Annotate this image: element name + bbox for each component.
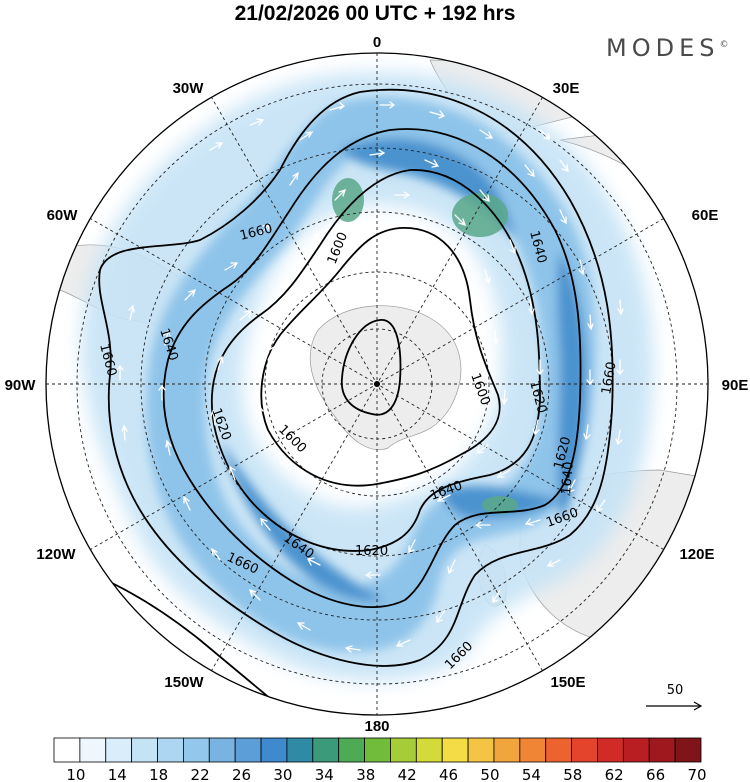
contour-label: 1620 — [355, 544, 388, 559]
colorbar-swatch — [493, 737, 521, 763]
colorbar-swatch — [53, 737, 81, 763]
colorbar-swatch — [234, 737, 262, 763]
geopotential-contours — [59, 88, 614, 715]
brand-logo: MODES© — [606, 34, 728, 62]
colorbar-tick-label: 66 — [646, 766, 665, 782]
colorbar-tick-label: 18 — [149, 766, 168, 782]
colorbar-swatch — [674, 737, 702, 763]
colorbar-swatch — [571, 737, 598, 763]
contour-label: 1660 — [599, 360, 620, 395]
map-boundary — [45, 52, 709, 716]
contour-1640 — [162, 128, 582, 608]
lon-label-90w: 90W — [5, 377, 37, 394]
colorbar-tick-label: 26 — [232, 766, 251, 782]
lon-label-120e: 120E — [679, 546, 714, 563]
colorbar-swatch — [312, 737, 340, 763]
lon-label-0: 0 — [373, 34, 381, 51]
colorbar-swatch — [415, 737, 443, 763]
colorbar-swatch — [545, 737, 572, 763]
colorbar-tick-label: 34 — [315, 766, 334, 782]
contour-inner-low — [340, 319, 402, 416]
reference-vector-value: 50 — [667, 683, 684, 698]
jet-core-east — [557, 250, 587, 520]
colorbar-swatch — [622, 737, 650, 763]
colorbar-swatch — [105, 737, 133, 763]
colorbar-tick-label: 30 — [273, 766, 292, 782]
lon-label-120w: 120W — [36, 546, 76, 563]
contour-1600 — [260, 227, 501, 487]
colorbar-swatch — [597, 737, 624, 763]
colorbar-swatch — [519, 737, 547, 763]
map-title: 21/02/2026 00 UTC + 192 hrs — [234, 2, 516, 25]
colorbar: 10 14 18 22 26 30 34 38 42 46 50 54 58 62 66 70 — [53, 737, 707, 782]
colorbar-swatch — [260, 737, 288, 763]
contour-label: 1600 — [275, 422, 309, 456]
colorbar-swatch — [157, 737, 184, 763]
lon-label-30e: 30E — [553, 80, 580, 97]
colorbar-swatch — [390, 737, 417, 763]
colorbar-tick-label: 10 — [66, 766, 85, 782]
contour-label: 1640 — [559, 461, 577, 495]
brand-name: MODES — [606, 34, 720, 62]
colorbar-tick-label: 22 — [191, 766, 210, 782]
south-pole-marker — [374, 381, 380, 387]
lon-label-60e: 60E — [692, 207, 719, 224]
colorbar-tick-label: 50 — [480, 766, 499, 782]
colorbar-tick-label: 38 — [356, 766, 375, 782]
lon-label-180: 180 — [364, 718, 389, 735]
contour-1660-ring — [98, 88, 614, 667]
lon-label-60w: 60W — [47, 207, 79, 224]
colorbar-swatch — [79, 737, 107, 763]
colorbar-tick-label: 42 — [398, 766, 417, 782]
contour-label: 1600 — [467, 371, 492, 407]
colorbar-swatch — [441, 737, 469, 763]
colorbar-tick-label: 14 — [108, 766, 127, 782]
lon-label-150w: 150W — [164, 674, 204, 691]
colorbar-swatch — [208, 737, 236, 763]
colorbar-swatch — [648, 737, 676, 763]
colorbar-swatch — [338, 737, 365, 763]
colorbar-tick-label: 62 — [605, 766, 624, 782]
colorbar-swatch — [286, 737, 314, 763]
colorbar-swatch — [131, 737, 158, 763]
reference-vector: 50 — [646, 683, 703, 711]
brand-copyright-mark: © — [719, 40, 729, 50]
colorbar-tick-label: 58 — [563, 766, 582, 782]
colorbar-swatch — [182, 737, 210, 763]
lon-label-30w: 30W — [173, 80, 205, 97]
colorbar-tick-label: 46 — [439, 766, 458, 782]
colorbar-swatch — [467, 737, 495, 763]
contour-1620 — [210, 169, 541, 552]
lon-label-150e: 150E — [550, 674, 585, 691]
longitude-labels: 0 30E 60E 90E 120E 150E 180 150W 120W 90… — [5, 34, 749, 735]
colorbar-tick-label: 70 — [687, 766, 706, 782]
wind-vectors — [116, 101, 624, 657]
jet-core-southwest — [220, 440, 385, 602]
antarctica — [309, 305, 462, 450]
colorbar-tick-label: 54 — [522, 766, 541, 782]
lon-label-90e: 90E — [722, 377, 749, 394]
jet-core-north — [340, 138, 515, 240]
colorbar-swatch — [364, 737, 391, 763]
